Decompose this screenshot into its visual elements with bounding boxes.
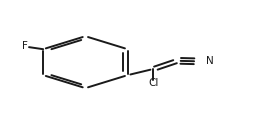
Text: F: F	[22, 41, 28, 51]
Text: N: N	[206, 56, 214, 67]
Text: Cl: Cl	[148, 78, 158, 88]
